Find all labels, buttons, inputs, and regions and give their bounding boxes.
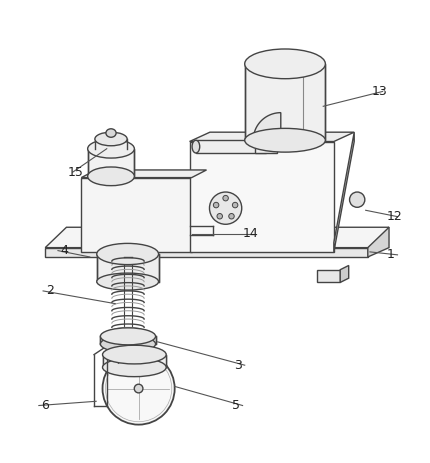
Text: 13: 13 xyxy=(372,85,388,98)
Polygon shape xyxy=(255,140,276,153)
Ellipse shape xyxy=(88,167,134,186)
Polygon shape xyxy=(81,178,192,252)
Polygon shape xyxy=(192,170,206,252)
Polygon shape xyxy=(45,248,368,257)
Text: 12: 12 xyxy=(387,210,402,223)
Ellipse shape xyxy=(88,139,134,158)
Ellipse shape xyxy=(100,336,156,352)
Ellipse shape xyxy=(102,358,166,377)
Text: 4: 4 xyxy=(61,244,68,257)
Ellipse shape xyxy=(192,140,200,153)
Ellipse shape xyxy=(245,128,326,152)
Polygon shape xyxy=(81,170,206,178)
Polygon shape xyxy=(117,270,141,282)
Text: 1: 1 xyxy=(387,248,395,261)
Polygon shape xyxy=(190,132,354,142)
Polygon shape xyxy=(97,254,159,282)
Polygon shape xyxy=(190,142,334,252)
Ellipse shape xyxy=(245,49,326,79)
Circle shape xyxy=(102,352,175,425)
Polygon shape xyxy=(141,265,149,282)
Polygon shape xyxy=(253,113,281,140)
Polygon shape xyxy=(102,355,166,367)
Text: 3: 3 xyxy=(234,359,242,372)
Polygon shape xyxy=(196,140,266,153)
Text: 14: 14 xyxy=(243,227,258,240)
Circle shape xyxy=(209,192,242,224)
Ellipse shape xyxy=(95,132,127,146)
Polygon shape xyxy=(340,265,349,282)
Circle shape xyxy=(229,213,234,219)
Text: 6: 6 xyxy=(42,399,49,412)
Ellipse shape xyxy=(97,244,159,265)
Polygon shape xyxy=(334,132,354,252)
Ellipse shape xyxy=(106,129,116,137)
Circle shape xyxy=(213,202,219,208)
Polygon shape xyxy=(45,227,389,248)
Polygon shape xyxy=(368,227,389,257)
Circle shape xyxy=(223,195,228,201)
Circle shape xyxy=(350,192,365,207)
Ellipse shape xyxy=(97,273,159,290)
Ellipse shape xyxy=(102,345,166,364)
Ellipse shape xyxy=(100,328,156,345)
Text: 2: 2 xyxy=(46,284,54,297)
Text: 15: 15 xyxy=(68,166,83,179)
Circle shape xyxy=(134,384,143,393)
Circle shape xyxy=(232,202,238,208)
Polygon shape xyxy=(317,270,340,282)
Polygon shape xyxy=(88,149,134,176)
Circle shape xyxy=(217,213,222,219)
Polygon shape xyxy=(100,336,156,344)
Polygon shape xyxy=(245,64,326,140)
Text: 5: 5 xyxy=(232,399,240,412)
